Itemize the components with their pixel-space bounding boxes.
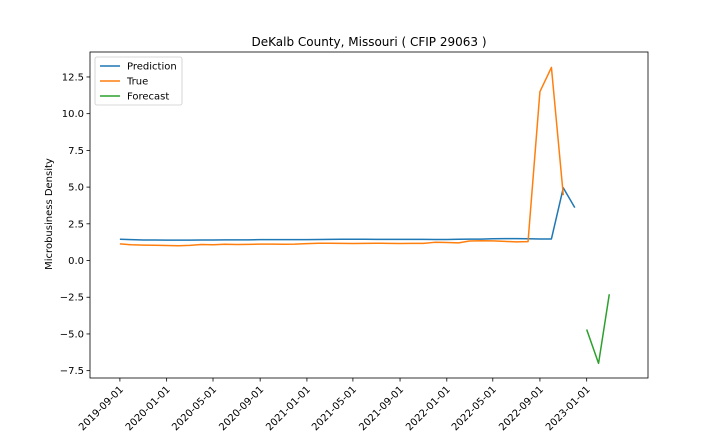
- chart-title: DeKalb County, Missouri ( CFIP 29063 ): [251, 35, 486, 49]
- legend-label-prediction: Prediction: [127, 62, 177, 73]
- plot-area: [89, 51, 649, 379]
- x-tick-label: 2020-05-01: [170, 384, 219, 432]
- y-tick-label: −5.0: [60, 329, 84, 340]
- legend-label-forecast: Forecast: [127, 92, 169, 103]
- x-tick-label: 2021-09-01: [357, 384, 406, 432]
- series-line-forecast: [585, 294, 611, 365]
- x-tick-label: 2022-05-01: [450, 384, 499, 432]
- y-tick-label: −7.5: [60, 366, 84, 377]
- x-tick-label: 2021-01-01: [264, 384, 313, 432]
- y-axis: −7.5 −5.0 −2.5 0.0 2.5 5.0 7.5 10.0 12.5: [60, 72, 90, 377]
- x-tick-label: 2020-09-01: [217, 384, 266, 432]
- series-line-prediction: [119, 187, 576, 241]
- x-tick-label: 2022-09-01: [497, 384, 546, 432]
- legend-label-true: True: [126, 77, 148, 88]
- legend-box: [94, 56, 183, 106]
- x-tick-label: 2020-01-01: [124, 384, 173, 432]
- x-tick-label: 2022-01-01: [404, 384, 453, 432]
- x-tick-label: 2021-05-01: [310, 384, 359, 432]
- y-tick-label: 5.0: [68, 183, 84, 194]
- y-tick-label: 7.5: [68, 146, 84, 157]
- x-axis: 2019-09-012020-01-012020-05-012020-09-01…: [77, 378, 593, 432]
- y-tick-label: 0.0: [68, 256, 84, 267]
- x-tick-label: 2023-01-01: [544, 384, 593, 432]
- y-tick-label: 12.5: [62, 72, 84, 83]
- y-tick-label: 10.0: [62, 109, 84, 120]
- y-tick-label: 2.5: [68, 219, 84, 230]
- series-line-true: [119, 66, 565, 247]
- legend: Prediction True Forecast: [94, 56, 183, 106]
- y-axis-label: Microbusiness Density: [44, 158, 55, 270]
- x-tick-label: 2019-09-01: [77, 384, 126, 432]
- y-tick-label: −2.5: [60, 293, 84, 304]
- series-layer: [119, 66, 611, 365]
